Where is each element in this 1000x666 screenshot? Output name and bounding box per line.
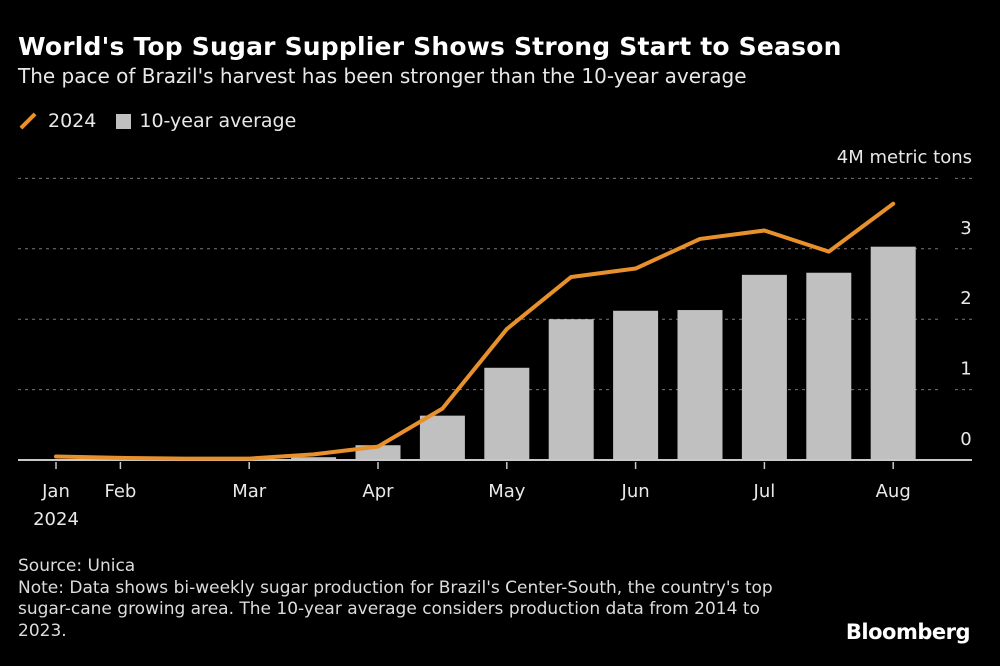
x-tick-label: Feb: [104, 481, 136, 502]
y-tick-label: 1: [960, 359, 971, 380]
x-tick-label: Apr: [362, 481, 394, 502]
y-unit-label: 4M metric tons: [837, 147, 972, 168]
bar-10-year-average: [677, 310, 723, 460]
bar-10-year-average: [870, 246, 916, 460]
bar-10-year-average: [613, 310, 659, 460]
x-tick-label: Jan: [41, 481, 70, 502]
x-tick-label: Jul: [753, 481, 776, 502]
bar-10-year-average: [484, 367, 530, 460]
legend-bar-swatch: [116, 113, 132, 129]
footer: Source: Unica Note: Data shows bi-weekly…: [18, 556, 778, 642]
source-text: Source: Unica: [18, 556, 136, 576]
x-tick-label: May: [488, 481, 526, 502]
x-tick-label: Aug: [876, 481, 911, 502]
legend: 2024 10-year average: [18, 110, 296, 132]
bar-10-year-average: [741, 274, 787, 460]
x-tick-label: Mar: [232, 481, 267, 502]
legend-line-label: 2024: [48, 110, 97, 132]
y-tick-label: 3: [960, 218, 971, 239]
x-tick-label: Jun: [621, 481, 650, 502]
bar-10-year-average: [548, 319, 594, 460]
line-2024: [54, 201, 896, 461]
y-tick-label: 2: [960, 288, 971, 309]
chart-subtitle: The pace of Brazil's harvest has been st…: [18, 64, 747, 88]
bar-10-year-average: [419, 415, 465, 460]
chart-title: World's Top Sugar Supplier Shows Strong …: [18, 32, 842, 61]
note-text: Note: Data shows bi-weekly sugar product…: [18, 577, 773, 641]
y-tick-label: 0: [960, 429, 971, 450]
x-tick-sublabel: 2024: [33, 509, 79, 530]
bar-10-year-average: [291, 457, 337, 460]
legend-bar-label: 10-year average: [139, 110, 297, 132]
bloomberg-logo: Bloomberg: [845, 620, 971, 644]
bar-10-year-average: [806, 272, 852, 460]
